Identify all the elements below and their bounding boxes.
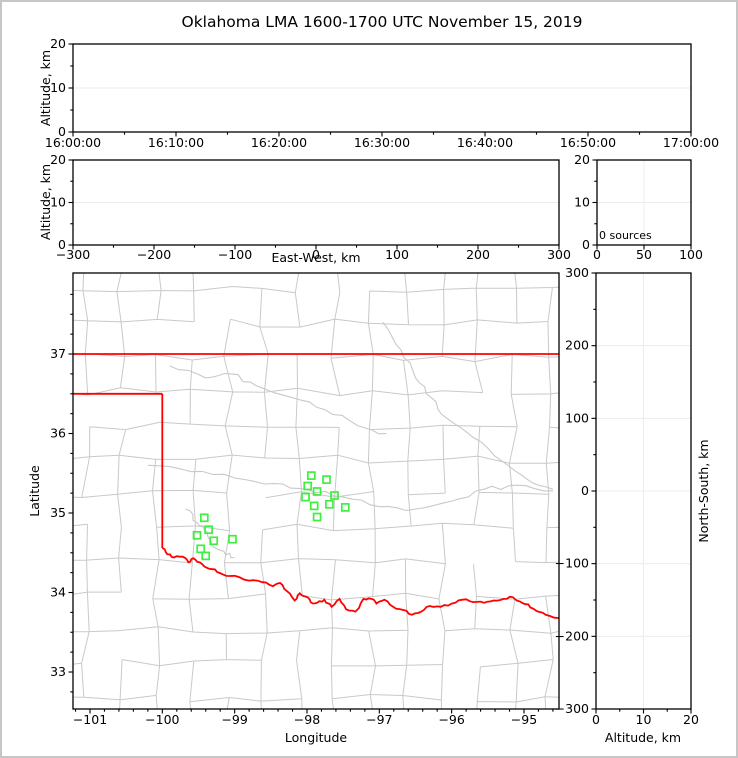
- tick-label: −100: [218, 247, 252, 262]
- tick-label: 50: [636, 247, 652, 262]
- lma-station-marker: [201, 551, 211, 561]
- tick-label: 10: [636, 712, 652, 727]
- tick-label: −200: [137, 247, 171, 262]
- tick-label: −96: [438, 712, 464, 727]
- tick-label: −100: [145, 712, 179, 727]
- tick-label: −97: [366, 712, 392, 727]
- lma-station-marker: [312, 512, 322, 522]
- tick-label: 16:00:00: [45, 135, 101, 150]
- tick-label: 34: [50, 585, 66, 600]
- tick-label: 0: [582, 237, 590, 252]
- tick-label: 300: [547, 247, 571, 262]
- lma-station-marker: [312, 487, 322, 496]
- altitude-axis-label-ew-panel: Altitude, km: [37, 163, 53, 241]
- lma-station-marker: [301, 492, 310, 502]
- lma-station-marker: [204, 525, 213, 535]
- latitude-axis-label: Latitude: [26, 465, 42, 517]
- tick-label: 300: [565, 265, 589, 280]
- panel-frame: [72, 272, 560, 710]
- tick-label: 0: [592, 712, 600, 727]
- tick-label: −101: [73, 712, 107, 727]
- longitude-axis-label: Longitude: [284, 730, 348, 745]
- state-boundary: [161, 547, 559, 619]
- tick-label: 33: [50, 664, 66, 679]
- tick-label: 200: [565, 338, 589, 353]
- tick-label: 200: [466, 247, 490, 262]
- tick-label: 0: [58, 124, 66, 139]
- tick-label: 10: [50, 195, 66, 210]
- figure-title: Oklahoma LMA 1600-1700 UTC November 15, …: [181, 13, 583, 31]
- lma-station-marker: [228, 534, 237, 544]
- tick-label: 16:20:00: [251, 135, 307, 150]
- tick-label: 16:30:00: [354, 135, 410, 150]
- tick-label: −300: [56, 247, 90, 262]
- tick-label: 0: [581, 483, 589, 498]
- lma-station-marker: [209, 536, 219, 546]
- tick-label: 0: [312, 247, 320, 262]
- lma-station-marker: [322, 475, 331, 484]
- lma-station-marker: [309, 501, 319, 511]
- tick-label: 16:40:00: [457, 135, 513, 150]
- tick-label: 0: [58, 237, 66, 252]
- tick-label: 35: [50, 505, 66, 520]
- tick-label: 20: [50, 36, 66, 51]
- lma-station-marker: [196, 544, 206, 554]
- east-west-axis-label: East-West, km: [271, 250, 361, 265]
- tick-label: −100: [555, 556, 589, 571]
- sources-count-annotation: 0 sources: [599, 229, 652, 242]
- lma-station-marker: [340, 503, 350, 512]
- tick-label: 20: [574, 152, 590, 167]
- tick-label: 10: [574, 195, 590, 210]
- tick-label: 20: [50, 152, 66, 167]
- tick-label: 100: [385, 247, 409, 262]
- tick-label: 20: [683, 712, 699, 727]
- county-boundaries: [73, 273, 559, 709]
- river-line: [185, 508, 235, 559]
- river-line: [169, 365, 387, 435]
- north-south-axis-label: North-South, km: [695, 439, 711, 543]
- tick-label: 100: [679, 247, 703, 262]
- lma-station-marker: [199, 513, 209, 523]
- tick-label: −95: [511, 712, 537, 727]
- tick-label: 16:50:00: [560, 135, 616, 150]
- tick-label: −300: [555, 701, 589, 716]
- tick-label: 0: [593, 247, 601, 262]
- altitude-axis-label-time-panel: Altitude, km: [37, 49, 53, 127]
- map-layer: [73, 273, 559, 709]
- tick-label: 36: [50, 426, 66, 441]
- tick-label: 37: [50, 346, 66, 361]
- lma-station-marker: [306, 471, 316, 480]
- tick-label: 17:00:00: [663, 135, 719, 150]
- lma-station-marker: [303, 481, 313, 491]
- lma-station-marker: [192, 530, 202, 540]
- tick-label: 10: [50, 80, 66, 95]
- lma-station-marker: [325, 499, 334, 509]
- river-line: [382, 321, 554, 490]
- tick-label: −99: [221, 712, 247, 727]
- tick-label: −200: [555, 628, 589, 643]
- altitude-axis-label-ns-panel: Altitude, km: [604, 730, 682, 745]
- lma-station-marker: [330, 491, 339, 500]
- tick-label: −98: [294, 712, 320, 727]
- tick-label: 16:10:00: [148, 135, 204, 150]
- tick-label: 100: [565, 410, 589, 425]
- river-line: [147, 464, 553, 512]
